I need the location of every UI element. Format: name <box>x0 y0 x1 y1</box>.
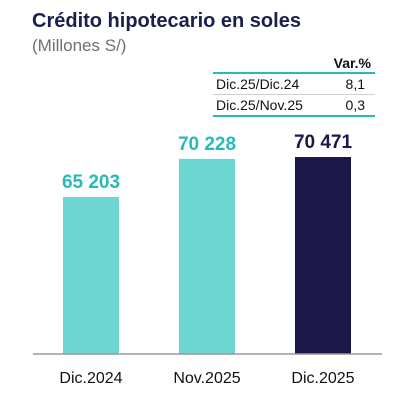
category-label: Nov.2025 <box>173 370 240 387</box>
bar-value-label: 65 203 <box>62 172 120 193</box>
variation-row-value: 0,3 <box>345 97 365 113</box>
bar-value-label: 70 228 <box>178 134 236 155</box>
chart-subtitle: (Millones S/) <box>32 36 127 55</box>
category-label: Dic.2024 <box>59 370 122 387</box>
bar-Nov.2025 <box>179 158 235 354</box>
bars-group: 65 203 Dic.2024 70 228 Nov.2025 70 471 Dic.20… <box>59 132 354 387</box>
variation-row-value: 8,1 <box>345 76 365 92</box>
variation-row: Dic.25/Dic.24 8,1 <box>213 74 375 95</box>
variation-row-label: Dic.25/Dic.24 <box>216 76 300 92</box>
chart-title: Crédito hipotecario en soles <box>32 10 301 32</box>
variation-table: Var.% Dic.25/Dic.24 8,1 Dic.25/Nov.25 0,… <box>213 54 375 117</box>
variation-table-header: Var.% <box>213 54 375 74</box>
bar-value-label: 70 471 <box>294 132 353 153</box>
bar-Dic.2025 <box>295 157 351 354</box>
variation-row-label: Dic.25/Nov.25 <box>216 97 303 113</box>
category-label: Dic.2025 <box>291 370 354 387</box>
bar-Dic.2024 <box>63 197 119 354</box>
variation-row: Dic.25/Nov.25 0,3 <box>213 95 375 117</box>
variation-column-header: Var.% <box>333 55 371 71</box>
